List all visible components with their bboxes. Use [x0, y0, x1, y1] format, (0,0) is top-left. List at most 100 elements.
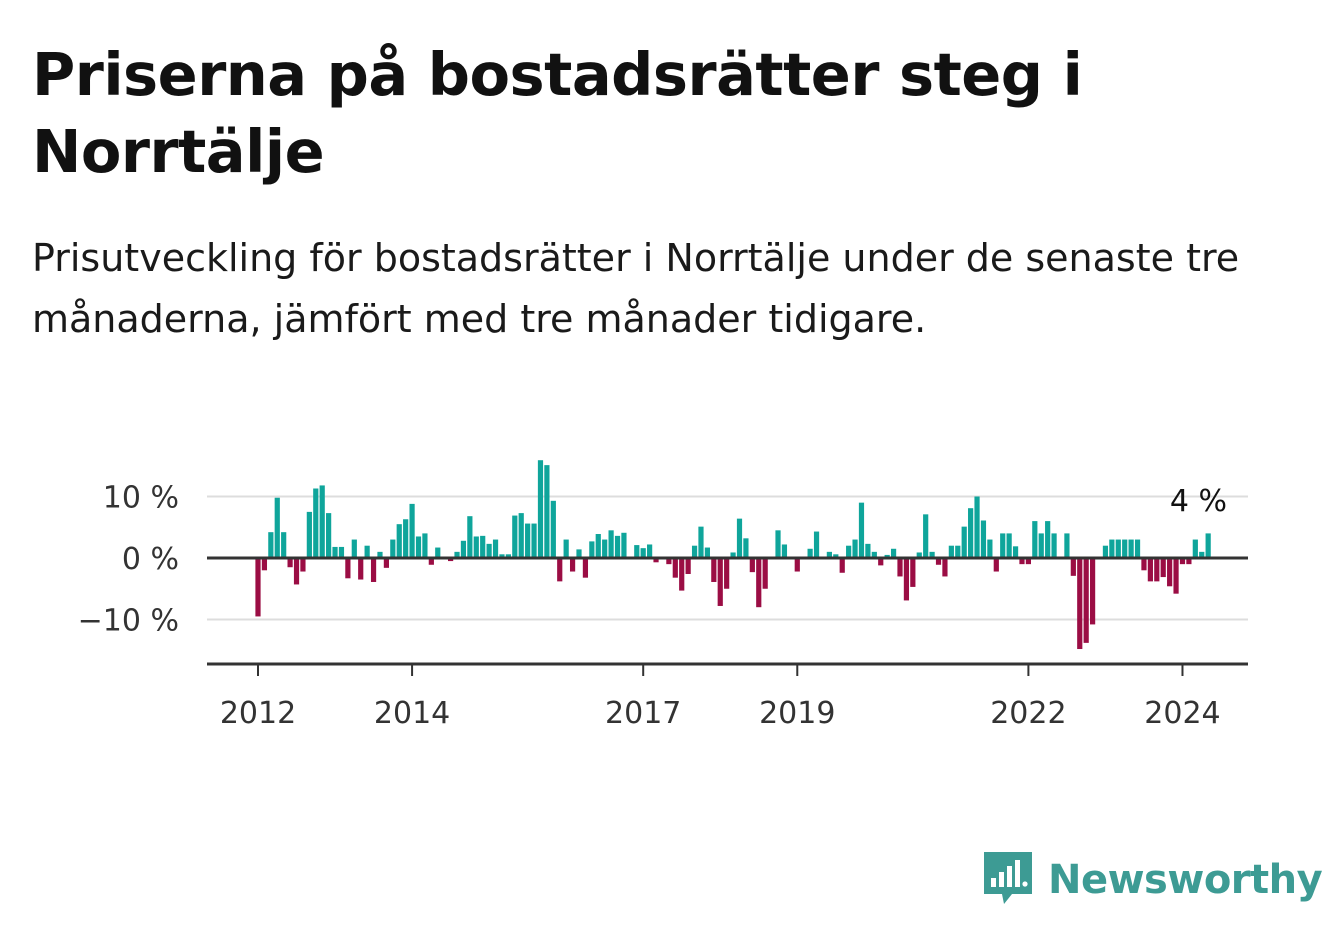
bar [345, 558, 351, 579]
bar [409, 503, 415, 558]
bar [711, 558, 717, 582]
bar [968, 508, 974, 558]
bar [884, 554, 890, 558]
bar [518, 513, 524, 559]
bar [268, 532, 274, 558]
bar [287, 558, 293, 568]
bar [499, 554, 505, 558]
bar [1115, 539, 1121, 558]
bar [717, 558, 723, 606]
latest-value-label: 4 % [1170, 484, 1227, 519]
bar [1199, 551, 1205, 558]
bar [531, 523, 537, 558]
bar [621, 532, 627, 558]
bar [1128, 539, 1134, 558]
bar [492, 539, 499, 558]
bar [691, 545, 698, 558]
bar [1160, 558, 1166, 578]
bar [1179, 558, 1186, 565]
bar [370, 558, 377, 582]
bar [1122, 539, 1128, 558]
bar [576, 549, 582, 558]
bar [293, 558, 300, 585]
bar [383, 558, 389, 568]
bar [679, 558, 685, 591]
bar [1038, 533, 1044, 558]
bar [595, 534, 601, 558]
bar [351, 539, 357, 558]
bar [582, 558, 589, 578]
bar [563, 539, 569, 558]
bar [794, 558, 800, 572]
bar [672, 558, 678, 578]
bar [415, 536, 422, 559]
bar [525, 523, 531, 558]
x-tick-label: 2017 [605, 696, 681, 731]
bar [261, 558, 268, 571]
y-tick-label: −10 % [78, 604, 179, 639]
bar [987, 539, 993, 558]
bar [608, 530, 614, 559]
bar [916, 552, 922, 559]
bar [1025, 558, 1031, 565]
bar [775, 530, 781, 559]
bar [955, 545, 961, 558]
bar [422, 533, 428, 558]
bar [1109, 539, 1115, 558]
bar [326, 513, 332, 559]
logo-text: Newsworthy [1048, 857, 1322, 903]
bar [1000, 533, 1006, 558]
x-tick-label: 2019 [759, 696, 835, 731]
bar [935, 558, 942, 565]
x-tick-label: 2024 [1144, 696, 1220, 731]
bar [852, 539, 858, 558]
bar [980, 520, 987, 559]
bar [1102, 545, 1109, 558]
bar [833, 554, 839, 558]
bar [1186, 558, 1192, 565]
bar [724, 558, 730, 589]
bar [1154, 558, 1160, 582]
bar [473, 536, 479, 559]
bar [460, 540, 467, 558]
bar [1077, 558, 1083, 650]
bar [396, 524, 402, 558]
bar [1032, 521, 1038, 558]
bar [929, 551, 935, 558]
bar [281, 532, 287, 558]
bar [878, 558, 884, 566]
bar [903, 558, 910, 601]
bar [743, 538, 749, 558]
bar [1173, 558, 1179, 594]
bar [756, 558, 762, 608]
bar-chart: 10 % 0 % −10 % 2012 2014 2017 2019 2022 2024 4 … [78, 460, 1248, 731]
y-tick-label: 10 % [103, 481, 179, 516]
bar [1147, 558, 1153, 582]
axes [207, 556, 1248, 666]
bar [974, 496, 980, 558]
bar [358, 558, 364, 580]
y-tick-label: 0 % [122, 542, 179, 577]
bar [544, 465, 550, 558]
bar [698, 526, 704, 558]
x-tick-label: 2014 [374, 696, 450, 731]
bar [390, 539, 396, 558]
bar [781, 544, 788, 558]
newsworthy-bar-chart-icon [980, 848, 1036, 912]
bar [505, 554, 511, 558]
bar [871, 551, 877, 558]
bar [1012, 546, 1019, 559]
bar [890, 548, 897, 558]
bar [313, 488, 319, 558]
bar [300, 558, 306, 572]
bar [942, 558, 948, 577]
bar [332, 546, 338, 558]
bar [557, 558, 563, 582]
bars [255, 460, 1211, 650]
x-tick-label: 2022 [990, 696, 1066, 731]
bar [1019, 558, 1025, 565]
bar [448, 558, 454, 562]
bar [486, 543, 492, 558]
bar [730, 552, 736, 559]
bar [377, 551, 383, 558]
